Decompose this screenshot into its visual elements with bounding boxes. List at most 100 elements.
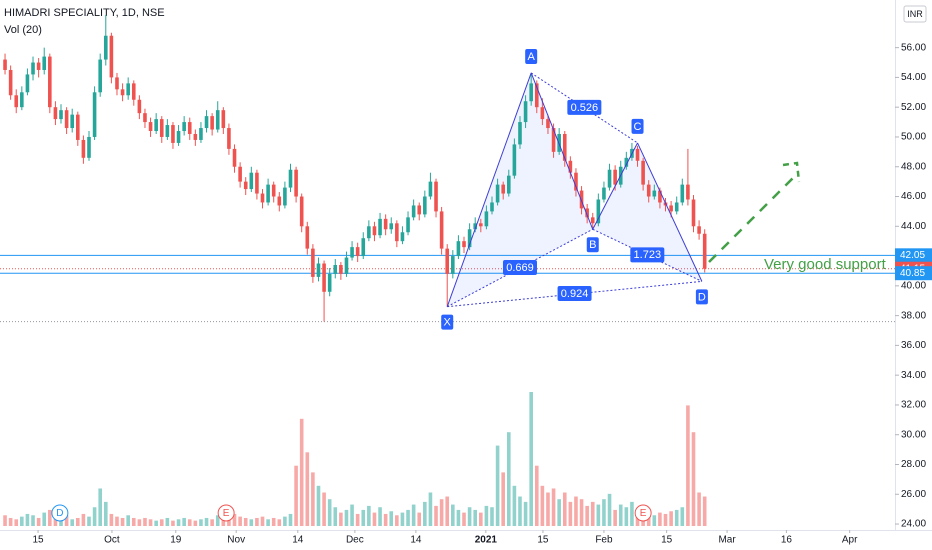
volume-bar xyxy=(585,505,589,526)
event-label: D xyxy=(56,508,63,519)
volume-bar xyxy=(361,509,366,526)
volume-bar xyxy=(512,485,517,526)
volume-bar xyxy=(266,519,270,526)
candle-body xyxy=(165,125,170,137)
arrow-head xyxy=(782,161,801,183)
volume-bar xyxy=(48,509,52,526)
x-tick-label: Nov xyxy=(227,535,245,546)
volume-bar xyxy=(479,512,483,526)
candle-body xyxy=(288,169,293,188)
candle-body xyxy=(64,110,69,129)
volume-bar xyxy=(311,472,315,526)
volume-bar xyxy=(389,511,394,526)
candle-body xyxy=(204,116,209,129)
ratio-box xyxy=(502,259,537,275)
candle-body xyxy=(635,148,640,161)
volume-bar xyxy=(8,517,13,526)
candle-body xyxy=(232,148,237,167)
candle-body xyxy=(316,263,321,277)
volume-bar xyxy=(159,519,164,526)
volume-bar xyxy=(658,512,662,526)
volume-bar xyxy=(137,519,142,526)
pattern-leg xyxy=(446,72,532,307)
candle-body xyxy=(484,211,489,227)
candle-body xyxy=(53,107,58,120)
y-tick-label: 54.00 xyxy=(901,72,926,83)
candle-body xyxy=(243,181,248,190)
candle-body xyxy=(434,181,438,212)
volume-bar xyxy=(344,509,349,526)
x-tick-label: 14 xyxy=(410,535,422,546)
candle-body xyxy=(215,110,220,130)
candle-body xyxy=(512,144,517,176)
volume-bar xyxy=(451,504,455,526)
x-tick-label: 15 xyxy=(32,535,44,546)
volume-bar xyxy=(339,512,343,526)
candle-body xyxy=(646,184,651,197)
ratio-label: 0.924 xyxy=(561,288,589,300)
volume-bar xyxy=(490,507,494,526)
volume-bar xyxy=(176,519,181,526)
candle-body xyxy=(540,107,545,120)
y-tick-label: 50.00 xyxy=(901,132,926,143)
volume-bar xyxy=(383,513,388,526)
volume-bar xyxy=(669,511,673,526)
volume-bar xyxy=(59,517,63,526)
chart-title: HIMADRI SPECIALITY, 1D, NSE xyxy=(4,7,165,19)
pattern-point xyxy=(695,289,708,305)
candle-body xyxy=(305,226,310,249)
volume-bar xyxy=(14,519,19,526)
volume-bar xyxy=(87,516,91,526)
y-tick-label: 38.00 xyxy=(901,310,926,321)
candle-body xyxy=(613,169,617,185)
y-tick-label: 32.00 xyxy=(901,400,926,411)
volume-bar xyxy=(294,465,298,526)
volume-bar xyxy=(551,488,556,526)
candle-body xyxy=(624,157,629,167)
candle-body xyxy=(562,133,567,161)
candle-body xyxy=(389,223,394,230)
event-marker xyxy=(634,504,652,522)
volume-bar xyxy=(165,517,170,526)
volume-bar xyxy=(70,519,75,526)
volume-bar xyxy=(215,515,220,526)
volume-bar xyxy=(406,509,410,526)
pattern-leg xyxy=(530,72,594,230)
event-marker xyxy=(51,504,69,522)
pattern-point xyxy=(525,48,538,64)
candle-body xyxy=(344,257,349,274)
volume-bar xyxy=(120,517,125,526)
candle-body xyxy=(506,175,511,194)
volume-bar xyxy=(434,505,438,526)
candle-body xyxy=(143,113,147,123)
volume-bar xyxy=(467,507,472,526)
volume-bar xyxy=(154,520,158,526)
volume-bar xyxy=(579,499,584,526)
volume-bar xyxy=(417,512,422,526)
volume-bar xyxy=(31,515,35,526)
candle-body xyxy=(137,99,142,114)
candle-body xyxy=(126,83,130,96)
candle-body xyxy=(428,181,433,197)
volume-bar xyxy=(255,517,259,526)
volume-bar xyxy=(238,516,242,526)
candle-body xyxy=(367,226,371,239)
volume-bar xyxy=(53,516,58,526)
arrow-line xyxy=(708,173,798,263)
candle-body xyxy=(87,136,91,158)
volume-bar xyxy=(534,465,539,526)
volume-bar xyxy=(271,517,276,526)
volume-bar xyxy=(546,492,550,526)
x-tick-label: 19 xyxy=(170,535,182,546)
volume-bar xyxy=(3,515,7,526)
pattern-point-label: D xyxy=(698,291,706,303)
candle-body xyxy=(176,131,181,143)
x-tick-label: Apr xyxy=(842,535,858,546)
volume-bar xyxy=(350,504,354,526)
volume-bar xyxy=(333,507,338,526)
candle-body xyxy=(81,139,86,158)
volume-bar xyxy=(305,452,310,526)
currency-box[interactable] xyxy=(903,5,927,23)
candle-body xyxy=(187,122,192,134)
y-tick-label: 56.00 xyxy=(901,42,926,53)
